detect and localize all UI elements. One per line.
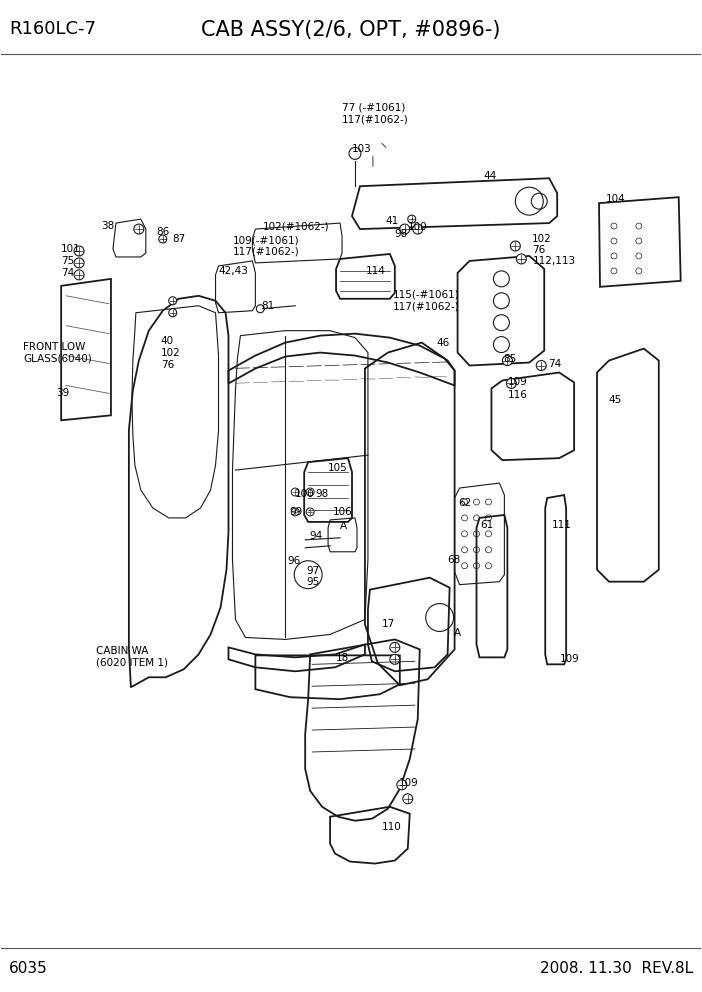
Circle shape [291,488,299,496]
Text: FRONT LOW
GLASS(6040): FRONT LOW GLASS(6040) [23,342,92,363]
Text: A: A [453,629,461,639]
Text: 18: 18 [336,654,350,664]
Text: R160LC-7: R160LC-7 [9,20,96,38]
Circle shape [74,246,84,256]
Circle shape [536,360,546,370]
Circle shape [159,235,167,243]
Text: 74: 74 [61,268,74,278]
Text: 101: 101 [61,244,81,254]
Text: CABIN WA
(6020 ITEM 1): CABIN WA (6020 ITEM 1) [96,646,168,668]
Circle shape [390,655,400,665]
Text: 2008. 11.30  REV.8L: 2008. 11.30 REV.8L [540,961,693,976]
Text: 114: 114 [366,266,386,276]
Text: 112,113: 112,113 [534,256,576,266]
Text: 45: 45 [608,396,621,406]
Text: 104: 104 [606,194,625,204]
Text: A: A [340,521,347,531]
Text: 109: 109 [560,655,580,665]
Circle shape [168,297,177,305]
Circle shape [74,258,84,268]
Circle shape [517,254,526,264]
Text: 98: 98 [395,229,408,239]
Circle shape [403,794,413,804]
Circle shape [413,224,423,234]
Text: 99: 99 [289,507,303,517]
Circle shape [74,270,84,280]
Text: 102(#1062-): 102(#1062-) [263,221,329,231]
Text: 116: 116 [508,391,527,401]
Text: 96: 96 [287,556,300,565]
Text: 109: 109 [399,778,418,788]
Circle shape [408,215,416,223]
Text: 115(-#1061)
117(#1062-): 115(-#1061) 117(#1062-) [393,290,460,311]
Text: 81: 81 [261,301,274,310]
Text: 17: 17 [382,619,395,630]
Text: 68: 68 [448,555,461,564]
Circle shape [400,224,410,234]
Text: 75: 75 [61,256,74,266]
Text: 44: 44 [484,172,497,182]
Text: 62: 62 [458,498,472,508]
Circle shape [168,309,177,316]
Text: 105: 105 [328,463,348,473]
Text: 110: 110 [382,821,402,831]
Circle shape [503,355,512,365]
Text: CAB ASSY(2/6, OPT, #0896-): CAB ASSY(2/6, OPT, #0896-) [201,20,501,40]
Text: 97: 97 [306,565,319,575]
Text: 109(-#1061)
117(#1062-): 109(-#1061) 117(#1062-) [232,235,299,257]
Circle shape [291,508,299,516]
Text: 95: 95 [306,576,319,586]
Circle shape [306,508,314,516]
Text: 74: 74 [548,358,562,368]
Text: 41: 41 [386,216,399,226]
Text: 38: 38 [101,221,114,231]
Text: 39: 39 [56,389,69,399]
Text: 42,43: 42,43 [218,266,249,276]
Text: 106: 106 [333,507,353,517]
Text: 6035: 6035 [9,961,48,976]
Circle shape [506,379,517,389]
Circle shape [510,241,520,251]
Text: 109: 109 [508,377,527,388]
Text: 46: 46 [437,337,450,347]
Text: 98: 98 [315,489,329,499]
Text: 102: 102 [532,234,552,244]
Text: 100: 100 [408,222,428,232]
Text: 61: 61 [480,520,494,530]
Text: 102: 102 [161,347,180,357]
Circle shape [134,224,144,234]
Circle shape [390,643,400,653]
Text: 76: 76 [532,245,545,255]
Text: 77 (-#1061)
117(#1062-): 77 (-#1061) 117(#1062-) [342,103,409,124]
Text: 100: 100 [296,489,314,499]
Text: 76: 76 [161,359,174,370]
Text: 103: 103 [352,145,372,155]
Text: 94: 94 [309,531,322,541]
Text: 87: 87 [173,234,186,244]
Text: 111: 111 [552,520,572,530]
Text: 40: 40 [161,335,174,345]
Text: 86: 86 [156,227,169,237]
Circle shape [306,488,314,496]
Text: 85: 85 [503,353,517,363]
Circle shape [397,780,406,790]
